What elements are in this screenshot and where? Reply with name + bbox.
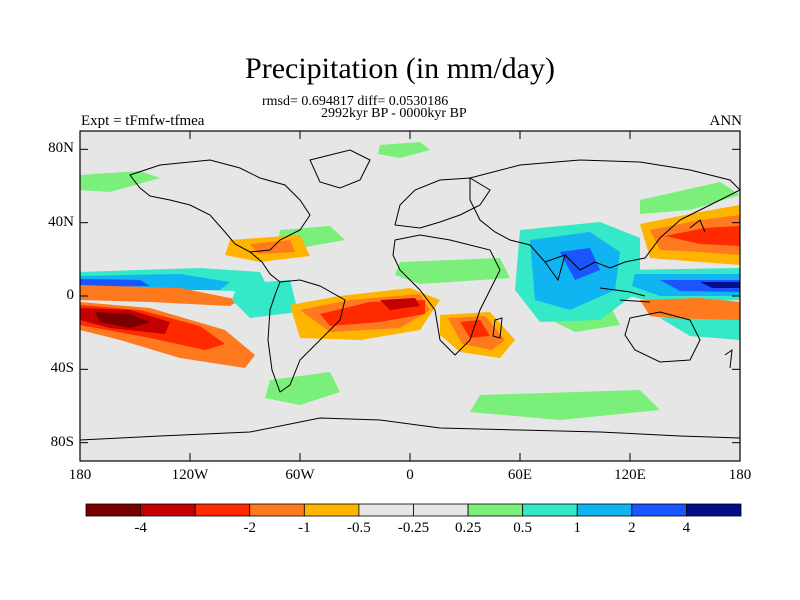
colorbar-swatch xyxy=(631,503,687,517)
colorbar xyxy=(85,503,742,517)
colorbar-label: -0.25 xyxy=(397,520,430,536)
colorbar-swatch xyxy=(194,503,251,517)
lat-tick-label: 0 xyxy=(66,287,75,303)
coastline-india xyxy=(544,254,566,282)
colorbar-label: 0.25 xyxy=(454,520,482,536)
anomaly-contours xyxy=(80,142,740,420)
period-label: 2992kyr BP - 0000kyr BP xyxy=(321,106,467,121)
contour-darkblue-itcz xyxy=(80,279,150,287)
colorbar-swatch xyxy=(686,503,742,517)
colorbar-swatch xyxy=(413,503,469,517)
colorbar-label: 2 xyxy=(628,520,636,536)
lon-tick-label: 120W xyxy=(171,467,209,483)
colorbar-swatch xyxy=(303,503,360,517)
lat-tick-label: 80N xyxy=(48,140,74,157)
experiment-label: Expt = tFmfw-tfmea xyxy=(81,113,205,129)
lon-tick-label: 120E xyxy=(614,467,646,483)
lat-tick-label: 80S xyxy=(50,433,74,450)
coastline-south-america xyxy=(267,279,346,393)
colorbar-label: -2 xyxy=(243,520,257,536)
coastline-asia xyxy=(469,159,740,271)
colorbar-label: 0.5 xyxy=(513,520,533,536)
contour-maroon-south-pacific xyxy=(95,312,150,328)
colorbar-swatch xyxy=(358,503,414,517)
coastline-antarctica xyxy=(80,417,740,441)
colorbar-swatch xyxy=(140,503,196,517)
coastlines xyxy=(80,149,740,441)
colorbar-swatch xyxy=(467,503,524,517)
colorbar-swatch xyxy=(576,503,633,517)
contour-darkblue-indian-ocean xyxy=(560,248,600,280)
coastline-australia xyxy=(624,311,701,363)
contour-green-southern-ocean-2 xyxy=(470,390,660,420)
coastline-europe xyxy=(394,177,491,229)
colorbar-label: 1 xyxy=(573,520,582,536)
contour-red-southern-africa xyxy=(460,320,490,338)
lon-tick-label: 180 xyxy=(68,467,92,483)
contour-cyan-sw-pacific xyxy=(660,318,740,340)
colorbar-label: 4 xyxy=(682,520,691,536)
colorbar-label: -1 xyxy=(298,520,311,536)
contour-red-west-pacific xyxy=(665,226,740,246)
contour-green-arctic xyxy=(80,171,160,192)
colorbar-swatch xyxy=(522,503,578,517)
contour-green-southern-ocean xyxy=(265,372,340,405)
contour-cyan-panama xyxy=(232,280,298,318)
colorbar-label: -4 xyxy=(134,520,147,536)
contour-green-sahel xyxy=(395,258,510,284)
season-label: ANN xyxy=(709,113,743,129)
coastline-central-america xyxy=(249,251,281,283)
contour-green-arctic-east xyxy=(378,142,430,158)
map-title: Precipitation (in mm/day) xyxy=(245,52,555,85)
colorbar-swatch xyxy=(249,503,305,517)
contour-orange-itcz-north xyxy=(80,285,240,306)
coastline-north-america xyxy=(129,159,311,253)
contour-green-pacific-north xyxy=(640,182,740,214)
coastline-japan xyxy=(689,219,706,233)
coastline-indonesia xyxy=(599,287,651,303)
coastline-madagascar xyxy=(492,317,503,339)
coastline-greenland xyxy=(309,149,371,189)
contour-navy-west-pacific xyxy=(700,282,740,288)
rmsd-diff-label: rmsd= 0.694817 diff= 0.0530186 xyxy=(262,94,449,109)
lon-tick-label: 180 xyxy=(728,467,752,483)
axis-ticks xyxy=(79,131,741,461)
coastline-africa xyxy=(392,234,501,356)
contour-orange-sw-pacific xyxy=(640,298,740,325)
lon-tick-label: 60W xyxy=(285,467,315,483)
colorbar-label: -0.5 xyxy=(347,520,371,536)
contour-darkred-atlantic xyxy=(380,298,420,310)
lat-tick-label: 40N xyxy=(48,213,74,230)
colorbar-swatch xyxy=(85,503,141,517)
lat-tick-label: 40S xyxy=(50,360,74,377)
lon-tick-label: 0 xyxy=(406,467,414,483)
coastline-new-zealand xyxy=(724,348,733,369)
lon-tick-label: 60E xyxy=(507,467,533,483)
